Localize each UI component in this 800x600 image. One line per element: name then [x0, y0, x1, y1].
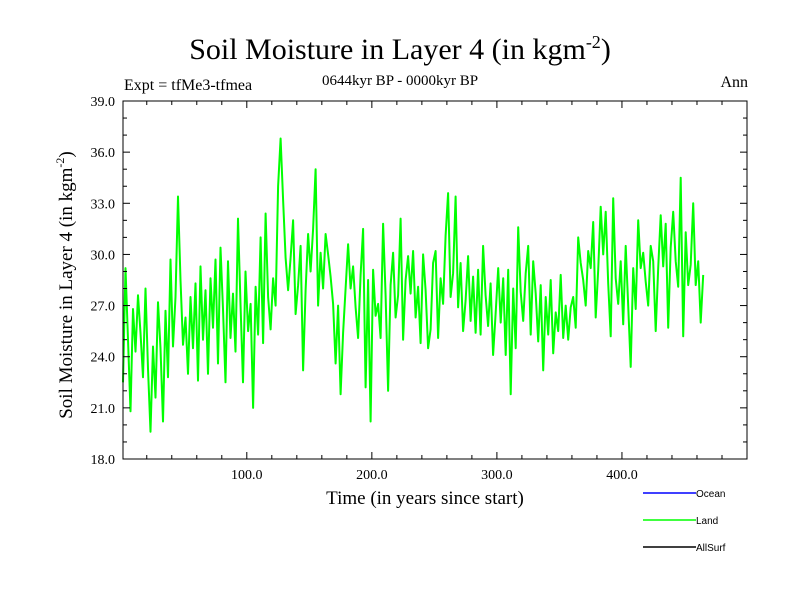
x-tick-label: 300.0	[481, 468, 513, 483]
y-axis-label-text: Soil Moisture in Layer 4 (in kgm	[56, 167, 77, 418]
plot-frame	[122, 100, 748, 460]
season-label: Ann	[720, 74, 748, 91]
chart-title-superscript: -2	[585, 32, 601, 52]
y-tick-label: 39.0	[91, 95, 116, 110]
y-tick-label: 36.0	[91, 146, 116, 161]
legend-label-allsurf: AllSurf	[696, 543, 726, 554]
x-tick-label: 400.0	[606, 468, 638, 483]
chart-title-text: Soil Moisture in Layer 4 (in kgm	[189, 33, 586, 66]
chart-title-close: )	[600, 33, 611, 66]
x-axis-label: Time (in years since start)	[326, 488, 524, 509]
x-tick-label: 200.0	[356, 468, 388, 483]
y-axis-label-superscript: -2	[53, 158, 67, 168]
legend-label-land: Land	[696, 516, 718, 527]
x-tick-label: 100.0	[231, 468, 263, 483]
legend-label-ocean: Ocean	[696, 489, 725, 500]
y-tick-label: 18.0	[91, 453, 116, 468]
series-line-land	[122, 137, 705, 433]
y-tick-label: 27.0	[91, 300, 116, 315]
y-tick-label: 33.0	[91, 197, 116, 212]
y-tick-label: 24.0	[91, 351, 116, 366]
y-axis-label: Soil Moisture in Layer 4 (in kgm-2)	[53, 151, 77, 419]
y-axis-label-close: )	[56, 151, 77, 157]
y-tick-label: 21.0	[91, 402, 116, 417]
chart-title: Soil Moisture in Layer 4 (in kgm-2)	[0, 32, 800, 67]
chart-subtitle: 0644kyr BP - 0000kyr BP	[321, 73, 479, 89]
experiment-label: Expt = tfMe3-tfmea	[124, 77, 253, 94]
y-tick-label: 30.0	[91, 248, 116, 263]
